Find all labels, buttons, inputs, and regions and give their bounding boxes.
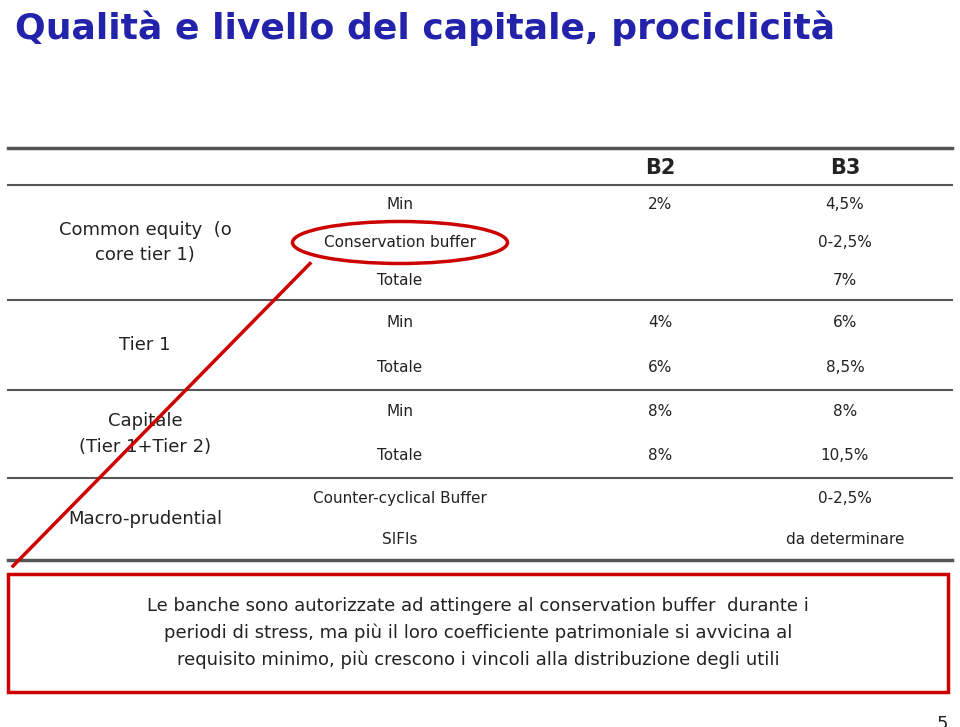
Text: Capitale
(Tier 1+Tier 2): Capitale (Tier 1+Tier 2) [79, 412, 211, 456]
Text: Min: Min [387, 315, 414, 330]
Text: 8%: 8% [648, 404, 672, 419]
Text: 8,5%: 8,5% [826, 360, 864, 375]
Text: 5: 5 [937, 715, 948, 727]
Text: Common equity  (o
core tier 1): Common equity (o core tier 1) [59, 221, 231, 264]
Text: 6%: 6% [833, 315, 857, 330]
Text: Min: Min [387, 197, 414, 212]
Text: 8%: 8% [833, 404, 857, 419]
FancyBboxPatch shape [8, 574, 948, 692]
Text: SIFIs: SIFIs [382, 532, 418, 547]
Text: Macro-prudential: Macro-prudential [68, 510, 222, 528]
Text: da determinare: da determinare [785, 532, 904, 547]
Text: 0-2,5%: 0-2,5% [818, 235, 872, 250]
Text: Tier 1: Tier 1 [119, 336, 171, 354]
Text: Le banche sono autorizzate ad attingere al conservation buffer  durante i
period: Le banche sono autorizzate ad attingere … [147, 597, 809, 669]
Text: Totale: Totale [377, 273, 422, 289]
Text: Counter-cyclical Buffer: Counter-cyclical Buffer [313, 491, 487, 506]
Text: 10,5%: 10,5% [821, 449, 869, 464]
Text: Min: Min [387, 404, 414, 419]
Text: 8%: 8% [648, 449, 672, 464]
Text: Totale: Totale [377, 360, 422, 375]
Text: 2%: 2% [648, 197, 672, 212]
Text: Totale: Totale [377, 449, 422, 464]
Text: B3: B3 [829, 158, 860, 178]
Text: 7%: 7% [833, 273, 857, 289]
Text: Conservation buffer: Conservation buffer [324, 235, 476, 250]
Text: 4%: 4% [648, 315, 672, 330]
Text: 0-2,5%: 0-2,5% [818, 491, 872, 506]
Text: 4,5%: 4,5% [826, 197, 864, 212]
Text: Qualità e livello del capitale, prociclicità: Qualità e livello del capitale, procicli… [15, 10, 835, 46]
Text: 6%: 6% [648, 360, 672, 375]
Text: B2: B2 [645, 158, 675, 178]
